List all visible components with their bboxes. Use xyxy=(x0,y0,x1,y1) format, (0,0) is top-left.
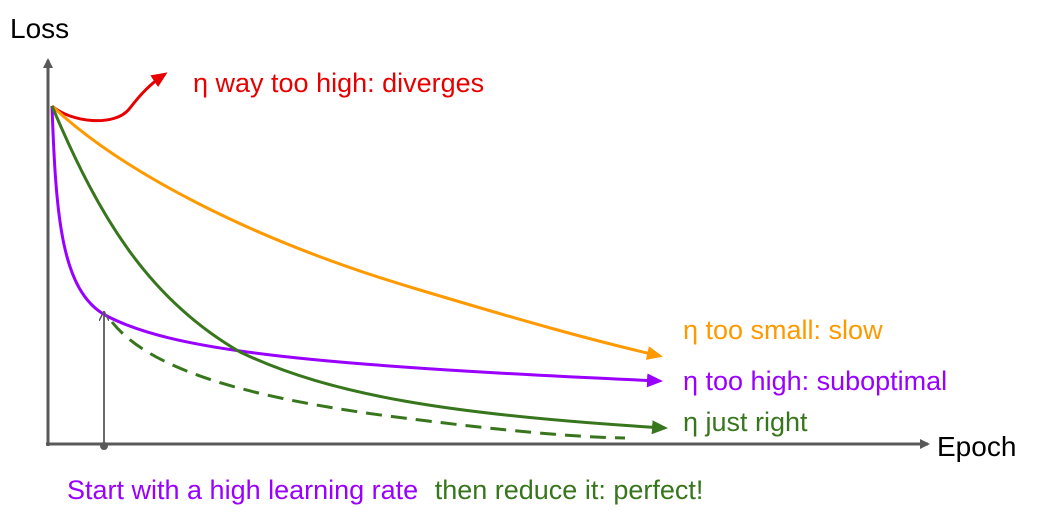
y-axis-label: Loss xyxy=(10,13,69,44)
curve-slow xyxy=(50,104,663,360)
label-slow: η too small: slow xyxy=(683,315,883,345)
curve-just-right xyxy=(50,105,668,435)
caption: Start with a high learning rate then red… xyxy=(67,475,703,505)
curve-suboptimal xyxy=(50,105,663,388)
label-diverges: η way too high: diverges xyxy=(193,68,484,98)
caption-part2: then reduce it: perfect! xyxy=(435,475,704,505)
label-just-right: η just right xyxy=(683,407,808,437)
label-suboptimal: η too high: suboptimal xyxy=(683,366,947,396)
caption-part1: Start with a high learning rate xyxy=(67,475,418,505)
schedule-start-dot xyxy=(100,442,108,450)
curve-diverges xyxy=(51,72,168,123)
x-axis-label: Epoch xyxy=(937,431,1016,462)
curve-reduced-rate xyxy=(110,321,626,440)
